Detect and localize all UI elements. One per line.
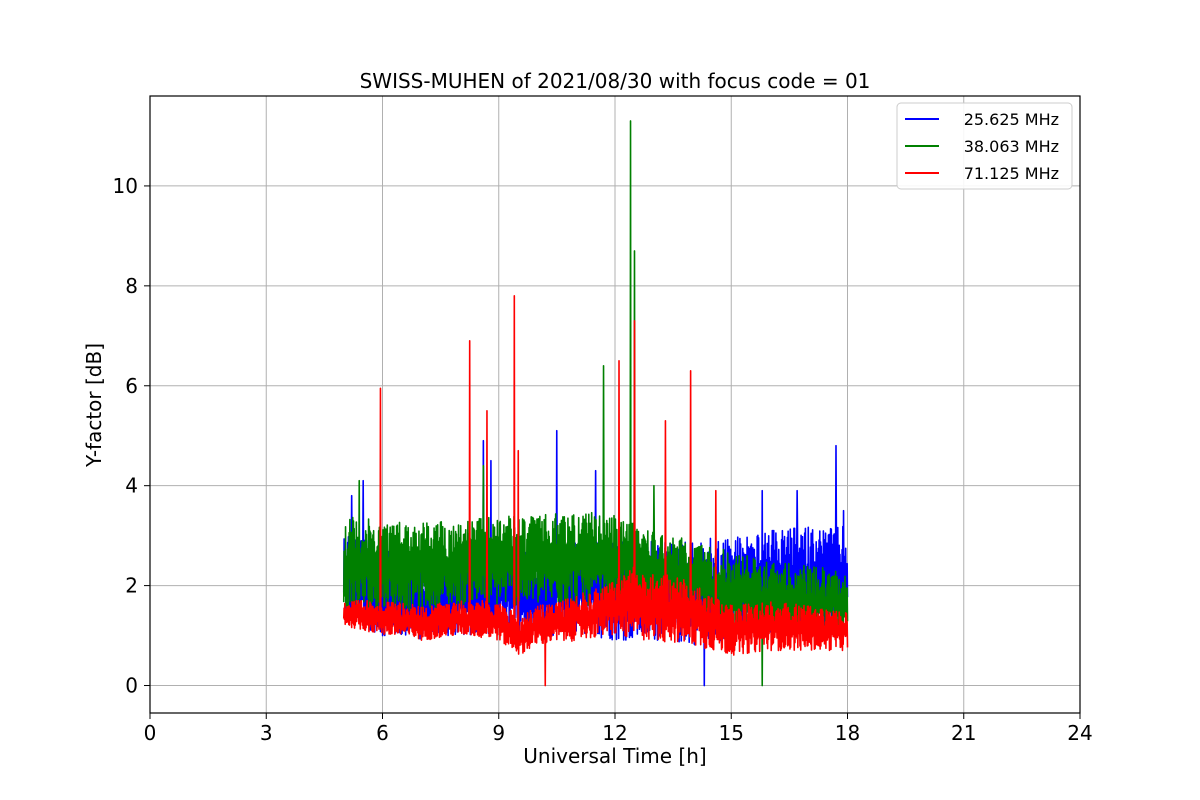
- x-axis-label: Universal Time [h]: [523, 744, 706, 768]
- y-tick-label: 10: [113, 174, 138, 198]
- legend: 25.625 MHz 38.063 MHz 71.125 MHz: [896, 102, 1073, 190]
- x-tick-label: 3: [260, 721, 273, 745]
- y-tick-label: 4: [125, 474, 138, 498]
- series-71-125-mhz: [342, 295, 849, 687]
- x-tick-label: 24: [1067, 721, 1092, 745]
- x-tick-label: 15: [719, 721, 744, 745]
- y-tick-label: 0: [125, 674, 138, 698]
- y-axis: 0 2 4 6 8 10: [113, 174, 150, 698]
- x-tick-label: 9: [492, 721, 505, 745]
- series-line: [342, 120, 849, 687]
- x-tick-label: 12: [602, 721, 627, 745]
- y-tick-label: 2: [125, 574, 138, 598]
- legend-entry: 25.625 MHz: [964, 110, 1059, 129]
- chart-title: SWISS-MUHEN of 2021/08/30 with focus cod…: [360, 69, 871, 93]
- legend-entry: 38.063 MHz: [964, 137, 1059, 156]
- x-tick-label: 0: [144, 721, 157, 745]
- legend-entry: 71.125 MHz: [964, 164, 1059, 183]
- series-line: [342, 295, 849, 687]
- series-layer: [342, 120, 849, 687]
- x-tick-label: 6: [376, 721, 389, 745]
- x-tick-label: 21: [951, 721, 976, 745]
- y-axis-label: Y-factor [dB]: [82, 343, 106, 468]
- legend-box: [896, 102, 1073, 190]
- series-38-063-mhz: [342, 120, 849, 687]
- x-axis: 0 3 6 9 12 15 18 21 24: [144, 713, 1093, 745]
- x-tick-label: 18: [835, 721, 860, 745]
- y-tick-label: 6: [125, 374, 138, 398]
- y-tick-label: 8: [125, 274, 138, 298]
